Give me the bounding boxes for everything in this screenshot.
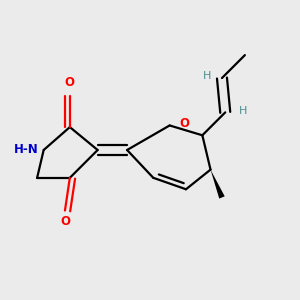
Text: H-N: H-N [14,143,39,157]
Text: H: H [203,71,212,81]
Text: O: O [65,76,75,89]
Text: O: O [179,117,189,130]
Text: O: O [60,215,70,228]
Polygon shape [211,169,225,199]
Text: H: H [239,106,248,116]
